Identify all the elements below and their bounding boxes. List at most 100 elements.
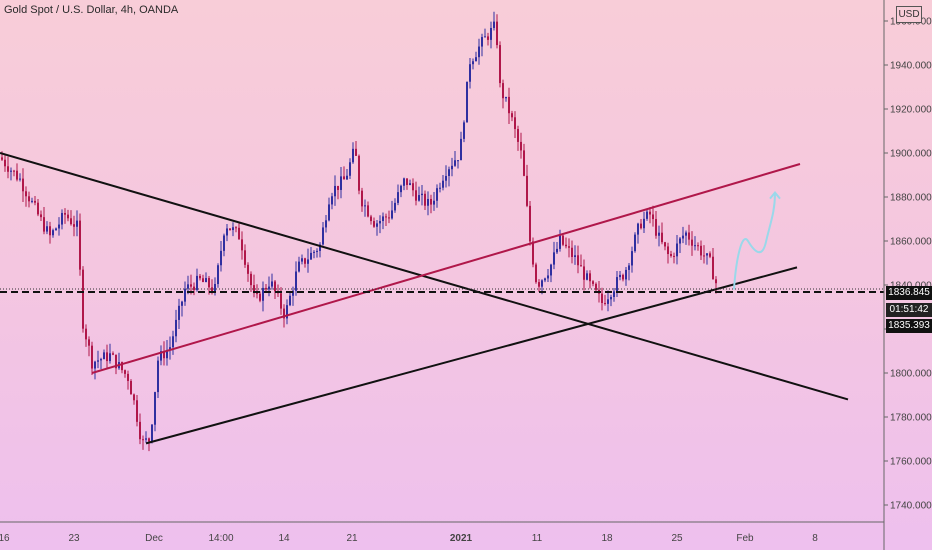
candles: [1, 11, 717, 452]
candle-body: [49, 226, 51, 236]
candle-body: [622, 274, 624, 280]
candle-body: [373, 221, 375, 227]
price-tick-label: 1940.000: [890, 61, 932, 72]
candle-body: [37, 202, 39, 215]
candle-body: [463, 122, 465, 139]
candle-body: [67, 214, 69, 219]
candle-body: [349, 162, 351, 176]
candle-body: [136, 400, 138, 422]
candle-body: [406, 178, 408, 185]
time-axis[interactable]: 16 23 Dec 14:00 14 21 2021 11 18 25 Feb 8: [0, 521, 884, 544]
candle-body: [526, 175, 528, 206]
candle-body: [295, 271, 297, 291]
candle-body: [388, 217, 390, 219]
candle-body: [682, 235, 684, 239]
candle-body: [529, 205, 531, 242]
candle-body: [214, 284, 216, 292]
candle-body: [505, 96, 507, 99]
currency-badge[interactable]: USD: [896, 6, 922, 23]
candle-body: [511, 113, 513, 118]
candle-body: [109, 353, 111, 362]
candle-body: [496, 21, 498, 46]
candle-body: [211, 287, 213, 292]
candle-body: [487, 36, 489, 40]
candle-body: [391, 210, 393, 219]
candle-body: [208, 278, 210, 288]
candle-body: [412, 183, 414, 191]
candle-body: [148, 438, 150, 442]
price-tick-label: 1880.000: [890, 193, 932, 204]
trend-line: [91, 163, 801, 374]
candle-body: [502, 83, 504, 99]
candle-body: [457, 160, 459, 162]
candle-body: [79, 220, 81, 270]
candle-body: [13, 170, 15, 172]
time-tick-label: 11: [532, 533, 543, 544]
candle-body: [568, 246, 570, 248]
candle-body: [169, 347, 171, 350]
price-tick-label: 1860.000: [890, 237, 932, 248]
price-axis[interactable]: 1740.0001760.0001780.0001800.0001820.000…: [883, 0, 932, 550]
candle-body: [454, 160, 456, 166]
candle-body: [631, 251, 633, 266]
candle-body: [241, 239, 243, 251]
candle-body: [670, 254, 672, 256]
candle-body: [166, 349, 168, 359]
candle-body: [448, 169, 450, 176]
candle-body: [688, 232, 690, 240]
candle-body: [541, 280, 543, 287]
candle-body: [493, 21, 495, 28]
candle-body: [58, 224, 60, 229]
candle-body: [427, 198, 429, 206]
candle-body: [334, 185, 336, 197]
time-tick-label: Feb: [736, 533, 754, 544]
candle-body: [535, 264, 537, 283]
candle-body: [451, 165, 453, 170]
candle-body: [325, 220, 327, 228]
candle-body: [268, 286, 270, 290]
candle-body: [4, 159, 6, 167]
candle-body: [154, 392, 156, 425]
candle-body: [379, 220, 381, 224]
candle-body: [436, 188, 438, 201]
low-price-tag: 1835.393: [886, 319, 932, 333]
candle-body: [250, 273, 252, 286]
candle-body: [508, 96, 510, 114]
candle-body: [376, 223, 378, 227]
candle-body: [706, 253, 708, 256]
candle-body: [610, 296, 612, 300]
candle-body: [523, 150, 525, 176]
candle-body: [433, 200, 435, 205]
candle-body: [343, 176, 345, 180]
candle-body: [367, 205, 369, 217]
price-tick-label: 1800.000: [890, 369, 932, 380]
trend-line: [0, 152, 849, 401]
candle-body: [151, 424, 153, 442]
candle-body: [430, 198, 432, 205]
time-tick-label: 23: [68, 533, 80, 544]
candle-body: [676, 243, 678, 257]
candle-body: [715, 279, 717, 284]
candle-body: [22, 178, 24, 192]
candle-body: [700, 245, 702, 256]
candle-body: [82, 269, 84, 329]
candle-body: [658, 232, 660, 236]
candle-body: [112, 353, 114, 355]
candle-body: [484, 36, 486, 38]
candle-body: [289, 295, 291, 306]
candle-body: [19, 178, 21, 180]
countdown-tag: 01:51:42: [886, 303, 932, 317]
candle-body: [625, 269, 627, 280]
candle-body: [481, 37, 483, 47]
candle-body: [697, 245, 699, 247]
candle-body: [364, 205, 366, 207]
candle-body: [232, 227, 234, 231]
candle-body: [394, 202, 396, 211]
candle-body: [292, 290, 294, 296]
candle-body: [346, 175, 348, 180]
candle-body: [667, 246, 669, 255]
candle-body: [202, 278, 204, 282]
candle-body: [319, 244, 321, 251]
candle-body: [445, 175, 447, 181]
